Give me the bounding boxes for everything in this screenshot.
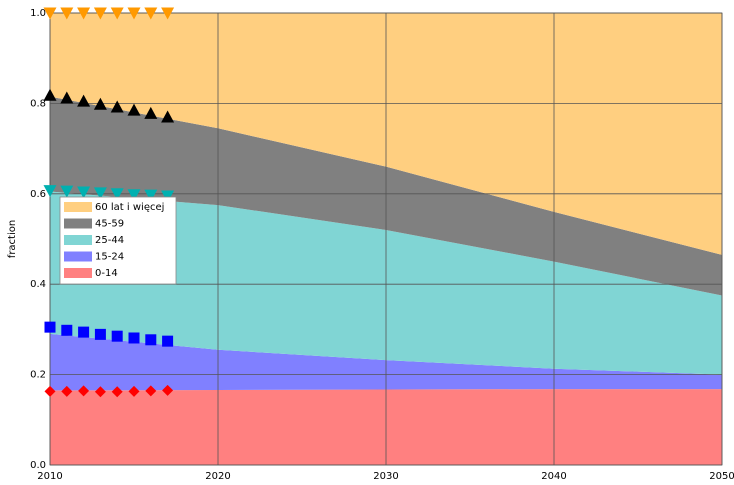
marker [128, 332, 140, 344]
marker [61, 385, 73, 397]
x-tick-label: 2020 [205, 471, 230, 482]
y-tick-label: 0.6 [30, 189, 46, 200]
marker [44, 321, 56, 333]
marker [93, 187, 107, 200]
legend-label: 45-59 [95, 219, 124, 230]
marker [44, 385, 56, 397]
x-tick-label: 2010 [37, 471, 62, 482]
x-tick-label: 2030 [373, 471, 398, 482]
marker [43, 7, 57, 20]
legend-label: 25-44 [95, 235, 124, 246]
marker [93, 7, 107, 20]
marker [77, 94, 91, 107]
marker [111, 330, 123, 342]
legend-swatch [64, 202, 92, 212]
marker [78, 385, 90, 397]
marker [162, 335, 174, 347]
marker [128, 385, 140, 397]
legend-label: 60 lat i więcej [95, 202, 164, 213]
marker [94, 328, 106, 340]
marker [144, 189, 158, 202]
marker [145, 385, 157, 397]
legend-label: 15-24 [95, 252, 124, 263]
marker [77, 186, 91, 199]
marker [60, 185, 74, 198]
marker [161, 7, 175, 20]
marker [162, 384, 174, 396]
legend-swatch [64, 251, 92, 262]
y-tick-label: 0.4 [30, 279, 46, 290]
marker [77, 7, 91, 20]
y-tick-label: 0.2 [30, 370, 46, 381]
y-tick-label: 0.0 [30, 460, 46, 471]
y-axis-label: fraction [7, 220, 18, 258]
marker [93, 97, 107, 110]
legend-swatch [64, 235, 92, 245]
marker [145, 334, 157, 346]
marker [60, 91, 74, 104]
legend-swatch [64, 268, 92, 278]
marker [110, 7, 124, 20]
marker [127, 103, 141, 116]
x-tick-label: 2050 [709, 471, 734, 482]
marker [61, 324, 73, 336]
marker [127, 7, 141, 20]
marker [110, 100, 124, 113]
marker [110, 188, 124, 201]
marker [144, 7, 158, 20]
marker [94, 386, 106, 398]
legend-label: 0-14 [95, 268, 118, 279]
plot-frame [49, 12, 723, 466]
marker [43, 88, 57, 101]
marker [78, 326, 90, 338]
marker [111, 386, 123, 398]
legend-swatch [64, 218, 92, 229]
marker [60, 7, 74, 20]
y-tick-label: 1.0 [30, 8, 46, 19]
marker [43, 185, 57, 198]
marker [161, 110, 175, 123]
y-tick-label: 0.8 [30, 98, 46, 109]
marker [127, 189, 141, 202]
x-tick-label: 2040 [541, 471, 566, 482]
marker [144, 106, 158, 119]
marker [161, 190, 175, 203]
